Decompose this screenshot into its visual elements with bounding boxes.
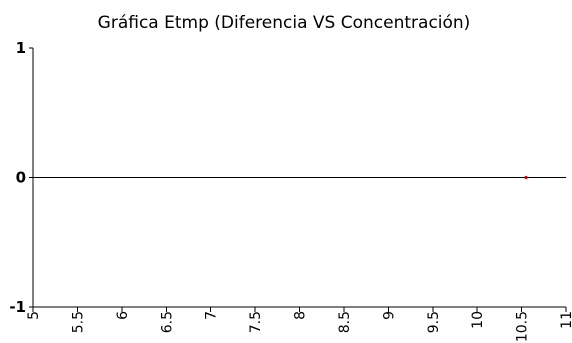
data-points <box>524 175 528 180</box>
x-tick-label: 6.5 <box>159 311 175 333</box>
x-tick-label: 5.5 <box>70 311 86 333</box>
x-tick-label: 8.5 <box>337 311 353 333</box>
axes <box>32 48 566 308</box>
x-tick-label: 6 <box>115 311 131 320</box>
x-tick-label: 5 <box>26 311 42 320</box>
x-tick-label: 8 <box>293 311 309 320</box>
x-tick-label: 9.5 <box>426 311 442 333</box>
chart-title: Gráfica Etmp (Diferencia VS Concentració… <box>98 13 471 33</box>
x-tick-label: 9 <box>381 311 397 320</box>
y-tick-label: -1 <box>9 298 26 316</box>
data-point <box>524 175 528 180</box>
x-ticks: 5 5.5 6 6.5 7 7.5 8 8.5 9 9.5 10 10.5 11 <box>26 307 572 342</box>
x-tick-label: 10 <box>470 311 486 329</box>
x-tick-label: 11 <box>559 311 572 329</box>
y-tick-label: 1 <box>16 39 26 57</box>
y-tick-label: 0 <box>16 169 26 187</box>
x-tick-label: 10.5 <box>515 311 531 342</box>
y-ticks: 1 0 -1 <box>9 39 33 316</box>
x-tick-label: 7 <box>204 311 220 320</box>
x-tick-label: 7.5 <box>248 311 264 333</box>
